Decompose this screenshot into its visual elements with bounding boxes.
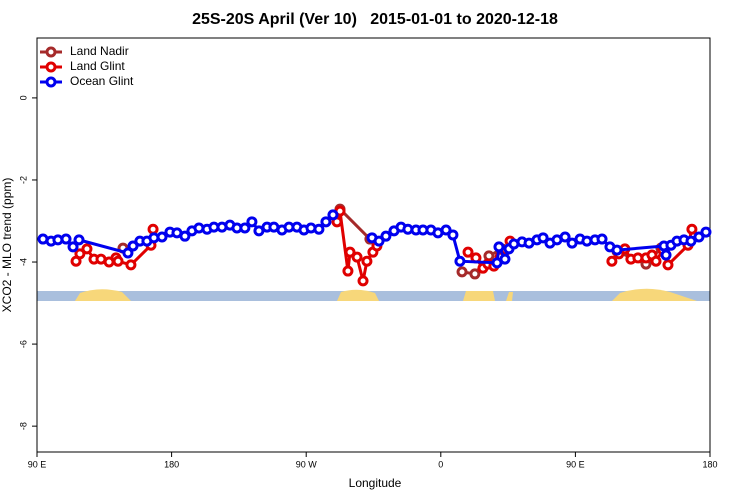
data-point <box>462 246 474 258</box>
data-point <box>662 259 674 271</box>
data-point <box>67 241 79 253</box>
y-tick-label: -2 <box>18 176 28 184</box>
legend-marker <box>45 61 57 73</box>
data-point <box>686 223 698 235</box>
y-tick-label: -4 <box>18 258 28 266</box>
x-tick-label: 90 E <box>566 459 585 469</box>
land-region <box>463 291 495 301</box>
land-region <box>506 292 513 301</box>
data-point <box>344 246 356 258</box>
data-point <box>566 237 578 249</box>
data-point <box>373 235 385 247</box>
y-tick-label: -6 <box>18 340 28 348</box>
data-point <box>73 234 85 246</box>
data-point <box>361 255 373 267</box>
data-point <box>357 275 369 287</box>
data-point <box>253 225 265 237</box>
data-point <box>380 230 392 242</box>
y-axis-label: XCO2 - MLO trend (ppm) <box>0 178 14 313</box>
data-point <box>81 243 93 255</box>
data-point <box>127 240 139 252</box>
land-region <box>612 288 697 301</box>
land-region <box>337 289 379 301</box>
chart-title: 25S-20S April (Ver 10) 2015-01-01 to 202… <box>192 11 558 28</box>
data-point <box>469 268 481 280</box>
legend-label: Ocean Glint <box>70 74 134 88</box>
data-point <box>156 231 168 243</box>
legend-label: Land Glint <box>70 59 125 73</box>
data-point <box>611 244 623 256</box>
data-point <box>60 233 72 245</box>
data-point <box>74 248 86 260</box>
data-point <box>239 222 251 234</box>
x-tick-label: 180 <box>164 459 179 469</box>
data-point <box>499 253 511 265</box>
data-point <box>693 231 705 243</box>
data-point <box>456 266 468 278</box>
data-point <box>246 216 258 228</box>
data-point <box>327 209 339 221</box>
data-point <box>537 232 549 244</box>
data-point <box>447 229 459 241</box>
legend-label: Land Nadir <box>70 44 129 58</box>
x-tick-label: 90 E <box>28 459 47 469</box>
x-tick-label: 90 W <box>296 459 318 469</box>
data-point <box>483 250 495 262</box>
data-point <box>351 251 363 263</box>
y-tick-label: 0 <box>18 95 28 100</box>
x-axis-label: Longitude <box>349 476 402 490</box>
data-point <box>112 255 124 267</box>
data-point <box>147 223 159 235</box>
data-point <box>454 255 466 267</box>
data-point <box>660 249 672 261</box>
data-point <box>606 255 618 267</box>
data-point <box>440 224 452 236</box>
x-tick-label: 180 <box>702 459 717 469</box>
data-point <box>559 231 571 243</box>
legend-marker <box>45 76 57 88</box>
series-line <box>74 210 694 282</box>
data-point <box>179 230 191 242</box>
land-region <box>75 289 131 301</box>
data-point <box>596 233 608 245</box>
legend-marker <box>45 46 57 58</box>
land-mask <box>37 288 710 301</box>
data-point <box>493 241 505 253</box>
data-point <box>342 265 354 277</box>
x-tick-label: 0 <box>438 459 443 469</box>
data-point <box>122 247 134 259</box>
data-point <box>685 235 697 247</box>
data-point <box>700 226 712 238</box>
y-tick-label: -8 <box>18 422 28 430</box>
data-point <box>650 255 662 267</box>
data-point <box>125 259 137 271</box>
plot-frame <box>36 37 711 453</box>
data-point <box>320 216 332 228</box>
data-point <box>313 223 325 235</box>
